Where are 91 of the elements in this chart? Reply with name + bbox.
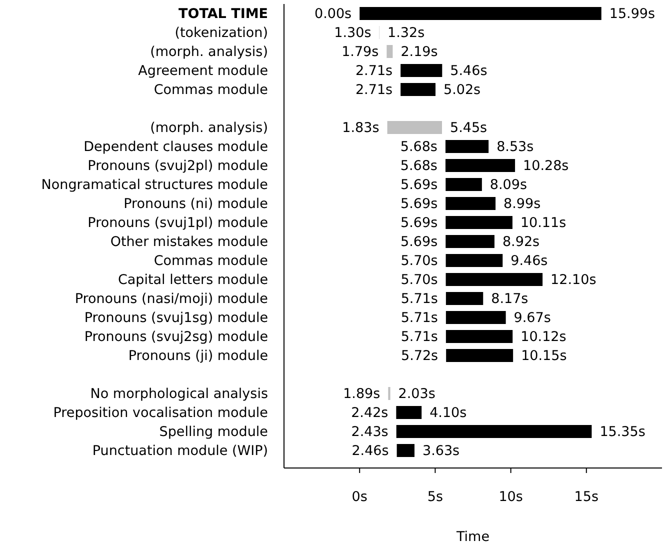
annotation: 8.53s	[496, 139, 534, 156]
annotation: 1.79s	[342, 44, 379, 60]
bar	[400, 64, 442, 77]
annotation: 9.67s	[514, 310, 551, 326]
annotation: 15.35s	[600, 424, 646, 440]
bar	[396, 406, 422, 419]
y-tick-label: Commas module	[154, 82, 268, 98]
annotation: 12.10s	[550, 272, 596, 288]
annotation: 4.10s	[430, 405, 467, 422]
annotation: 5.71s	[400, 329, 438, 346]
annotation: 8.92s	[502, 234, 540, 250]
annotation: 2.71s	[355, 82, 393, 98]
annotation: 10.11s	[520, 215, 566, 232]
annotation: 5.71s	[400, 291, 438, 308]
y-tick-label: (morph. analysis)	[150, 120, 268, 136]
annotation: 2.19s	[400, 44, 438, 60]
y-tick-label: Nongramatical structures module	[41, 177, 268, 194]
x-tick-label: 15s	[574, 489, 599, 505]
y-tick-label: Pronouns (ji) module	[128, 348, 268, 364]
annotation: 5.69s	[400, 196, 438, 212]
y-tick-label: Pronouns (ni) module	[124, 196, 268, 212]
annotation: 5.02s	[444, 82, 481, 98]
y-tick-label: Other mistakes module	[110, 234, 268, 250]
annotation: 10.12s	[520, 329, 566, 346]
bar	[445, 159, 516, 172]
annotation: 2.71s	[355, 63, 393, 80]
annotation: 3.63s	[422, 443, 460, 460]
annotation: 5.70s	[400, 253, 438, 270]
y-tick-label: Dependent clauses module	[84, 139, 268, 156]
annotation: 5.46s	[450, 63, 488, 80]
bar	[445, 140, 489, 153]
annotation: 15.99s	[609, 6, 656, 22]
annotation: 5.72s	[400, 348, 438, 364]
y-tick-label: Preposition vocalisation module	[53, 405, 268, 422]
annotation: 8.17s	[491, 291, 528, 308]
annotation: 1.32s	[388, 25, 425, 42]
bar	[446, 197, 496, 210]
y-tick-label: Commas module	[154, 253, 268, 270]
annotation: 2.42s	[351, 405, 388, 422]
bar	[446, 235, 494, 248]
bar	[360, 7, 602, 20]
annotation: 2.43s	[351, 424, 388, 440]
annotation: 8.09s	[490, 177, 528, 194]
bar	[446, 216, 512, 229]
annotation: 10.28s	[523, 158, 569, 174]
y-tick-label: (morph. analysis)	[150, 44, 268, 60]
annotation: 5.68s	[400, 158, 438, 174]
y-tick-label: TOTAL TIME	[178, 6, 268, 22]
x-axis-title: Time	[455, 529, 490, 543]
annotation: 5.68s	[400, 139, 438, 156]
y-tick-label: Capital letters module	[118, 272, 268, 288]
bar	[446, 254, 503, 267]
bar	[446, 349, 514, 362]
annotation: 5.69s	[400, 234, 438, 250]
x-tick-label: 10s	[498, 489, 523, 505]
bar	[396, 444, 414, 457]
y-tick-label: (tokenization)	[174, 25, 268, 42]
annotation: 1.89s	[343, 386, 380, 402]
bar	[446, 330, 513, 343]
annotation: 1.83s	[342, 120, 380, 136]
annotation: 0.00s	[314, 6, 352, 22]
y-tick-label: Pronouns (nasi/moji) module	[74, 291, 268, 308]
annotation: 1.30s	[334, 25, 372, 42]
y-tick-label: Spelling module	[159, 424, 268, 440]
annotation: 9.46s	[510, 253, 548, 270]
bar	[446, 292, 484, 305]
annotation: 2.46s	[352, 443, 389, 460]
annotation: 2.03s	[398, 386, 436, 402]
bar	[446, 273, 543, 286]
y-tick-label: No morphological analysis	[90, 386, 268, 402]
y-tick-label: Pronouns (svuj1sg) module	[84, 310, 268, 326]
bar	[400, 83, 436, 96]
x-tick-label: 0s	[352, 489, 368, 505]
annotation: 5.45s	[450, 120, 488, 136]
bar	[386, 45, 393, 58]
annotation: 5.69s	[400, 215, 438, 232]
y-tick-label: Pronouns (svuj1pl) module	[88, 215, 268, 232]
y-tick-label: Pronouns (svuj2sg) module	[84, 329, 268, 346]
y-tick-label: Pronouns (svuj2pl) module	[88, 158, 268, 174]
bar	[446, 311, 506, 324]
annotation: 5.70s	[400, 272, 438, 288]
annotation: 5.71s	[400, 310, 438, 326]
y-tick-label: Agreement module	[138, 63, 268, 80]
bar	[446, 178, 482, 191]
annotation: 8.99s	[504, 196, 541, 212]
y-tick-label: Punctuation module (WIP)	[92, 443, 268, 460]
annotation: 10.15s	[521, 348, 567, 364]
bar	[387, 121, 442, 134]
x-tick-label: 5s	[427, 489, 444, 505]
bar	[396, 425, 592, 438]
annotation: 5.69s	[400, 177, 438, 194]
